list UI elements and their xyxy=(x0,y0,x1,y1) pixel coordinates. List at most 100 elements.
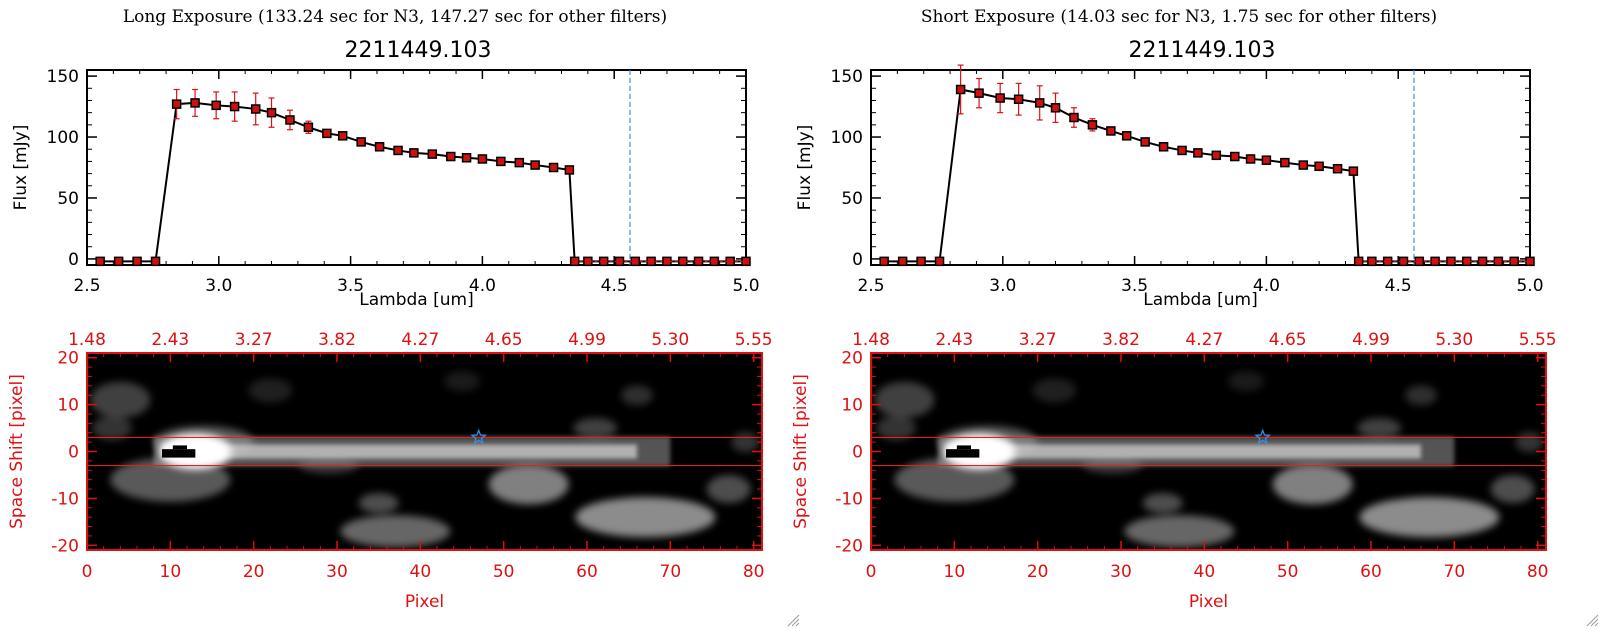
sky-blob xyxy=(358,493,399,514)
wavelength-tick-label: 4.99 xyxy=(568,330,606,350)
image-x-tick-label: 50 xyxy=(493,562,515,582)
data-point xyxy=(1261,155,1272,165)
wavelength-tick-label: 1.48 xyxy=(852,330,890,350)
x-tick-label: 3.0 xyxy=(989,276,1016,296)
image-y-tick-label: 0 xyxy=(68,443,79,463)
image-y-axis-label: Space Shift [pixel] xyxy=(7,374,27,529)
image-x-tick-label: 40 xyxy=(410,562,432,582)
wavelength-tick-label: 5.55 xyxy=(1519,330,1557,350)
sky-blob xyxy=(90,381,151,418)
y-tick-label: 100 xyxy=(831,128,863,148)
x-axis-label: Lambda [um] xyxy=(1143,290,1257,310)
sky-blob xyxy=(488,464,569,505)
spectrum-trace-core xyxy=(162,444,637,459)
sky-blob xyxy=(621,385,653,406)
data-point xyxy=(132,256,142,267)
x-tick-label: 4.5 xyxy=(1385,276,1412,296)
data-point xyxy=(1140,137,1150,147)
image-x-tick-label: 30 xyxy=(326,562,348,582)
data-point xyxy=(564,165,575,175)
image-x-tick-label: 10 xyxy=(160,562,182,582)
data-point xyxy=(934,256,945,267)
sky-blob xyxy=(92,416,132,441)
data-point xyxy=(266,107,277,118)
wavelength-tick-label: 4.27 xyxy=(401,330,439,350)
y-tick-label: 0 xyxy=(68,250,79,270)
data-point xyxy=(171,99,182,109)
image-y-tick-label: 20 xyxy=(841,349,863,369)
sky-blob xyxy=(1405,385,1437,406)
y-tick-label: 150 xyxy=(831,67,863,87)
image-x-tick-label: 50 xyxy=(1277,562,1299,582)
image-x-tick-label: 10 xyxy=(944,562,966,582)
x-tick-label: 3.5 xyxy=(1121,276,1148,296)
data-point xyxy=(1158,142,1169,152)
data-point xyxy=(974,88,984,98)
sky-blob xyxy=(573,418,618,439)
chart-panel-right: Short Exposure (14.03 sec for N3, 1.75 s… xyxy=(791,7,1557,612)
y-axis-label: Flux [mJy] xyxy=(795,125,815,211)
data-point xyxy=(477,154,488,164)
data-point xyxy=(250,104,261,114)
data-point xyxy=(1314,161,1324,172)
sky-blob xyxy=(1490,475,1535,504)
image-y-tick-label: -20 xyxy=(51,536,79,556)
data-point xyxy=(530,160,540,170)
data-point xyxy=(409,148,419,158)
data-point xyxy=(374,142,385,152)
wavelength-tick-label: 5.55 xyxy=(735,330,773,350)
sky-blob xyxy=(1142,493,1183,514)
wavelength-tick-label: 2.43 xyxy=(151,330,189,350)
data-point xyxy=(1230,151,1240,162)
sky-blob xyxy=(444,371,480,392)
image-x-axis-label: Pixel xyxy=(405,592,444,612)
y-tick-label: 150 xyxy=(47,67,79,87)
x-tick-label: 3.5 xyxy=(337,276,364,296)
wavelength-tick-label: 4.99 xyxy=(1352,330,1390,350)
image-x-tick-label: 60 xyxy=(576,562,598,582)
data-point xyxy=(514,157,525,168)
wavelength-tick-label: 3.82 xyxy=(318,330,356,350)
y-tick-label: 0 xyxy=(852,250,863,270)
image-y-tick-label: 20 xyxy=(57,349,79,369)
data-point xyxy=(337,131,348,141)
x-tick-label: 2.5 xyxy=(857,276,884,296)
image-y-tick-label: -10 xyxy=(835,489,863,509)
image-x-tick-label: 20 xyxy=(243,562,265,582)
y-axis-label: Flux [mJy] xyxy=(11,125,31,211)
data-point xyxy=(1177,145,1187,156)
spectral-image xyxy=(87,353,762,550)
data-point xyxy=(427,149,438,159)
data-point xyxy=(95,256,105,267)
data-point xyxy=(211,100,221,111)
wavelength-tick-label: 5.30 xyxy=(651,330,689,350)
data-point xyxy=(1211,150,1222,161)
grip-icon xyxy=(1586,614,1599,627)
data-point xyxy=(1050,103,1061,113)
chart-subtitle: Short Exposure (14.03 sec for N3, 1.75 s… xyxy=(921,7,1437,27)
image-x-tick-label: 80 xyxy=(743,562,765,582)
data-point xyxy=(1332,163,1343,174)
data-point xyxy=(1106,126,1116,136)
wavelength-tick-label: 4.27 xyxy=(1185,330,1223,350)
data-point xyxy=(303,122,314,133)
data-point xyxy=(496,156,506,167)
sky-blob xyxy=(1124,515,1235,548)
wavelength-tick-label: 5.30 xyxy=(1435,330,1473,350)
image-y-tick-label: -10 xyxy=(51,489,79,509)
wavelength-tick-label: 3.27 xyxy=(235,330,273,350)
data-point xyxy=(897,256,908,267)
data-point xyxy=(1280,157,1290,168)
data-point xyxy=(1193,148,1203,158)
data-point xyxy=(1298,160,1309,170)
chart-subtitle: Long Exposure (133.24 sec for N3, 147.27… xyxy=(123,7,667,27)
resize-grip-right[interactable] xyxy=(1585,612,1599,627)
resize-grip-left[interactable] xyxy=(786,612,800,627)
image-x-tick-label: 0 xyxy=(82,562,93,582)
data-point xyxy=(1245,154,1256,164)
x-tick-label: 5.0 xyxy=(732,276,759,296)
data-point xyxy=(461,153,472,163)
data-point xyxy=(1348,166,1359,176)
x-axis-label: Lambda [um] xyxy=(359,290,473,310)
data-point xyxy=(190,98,200,108)
